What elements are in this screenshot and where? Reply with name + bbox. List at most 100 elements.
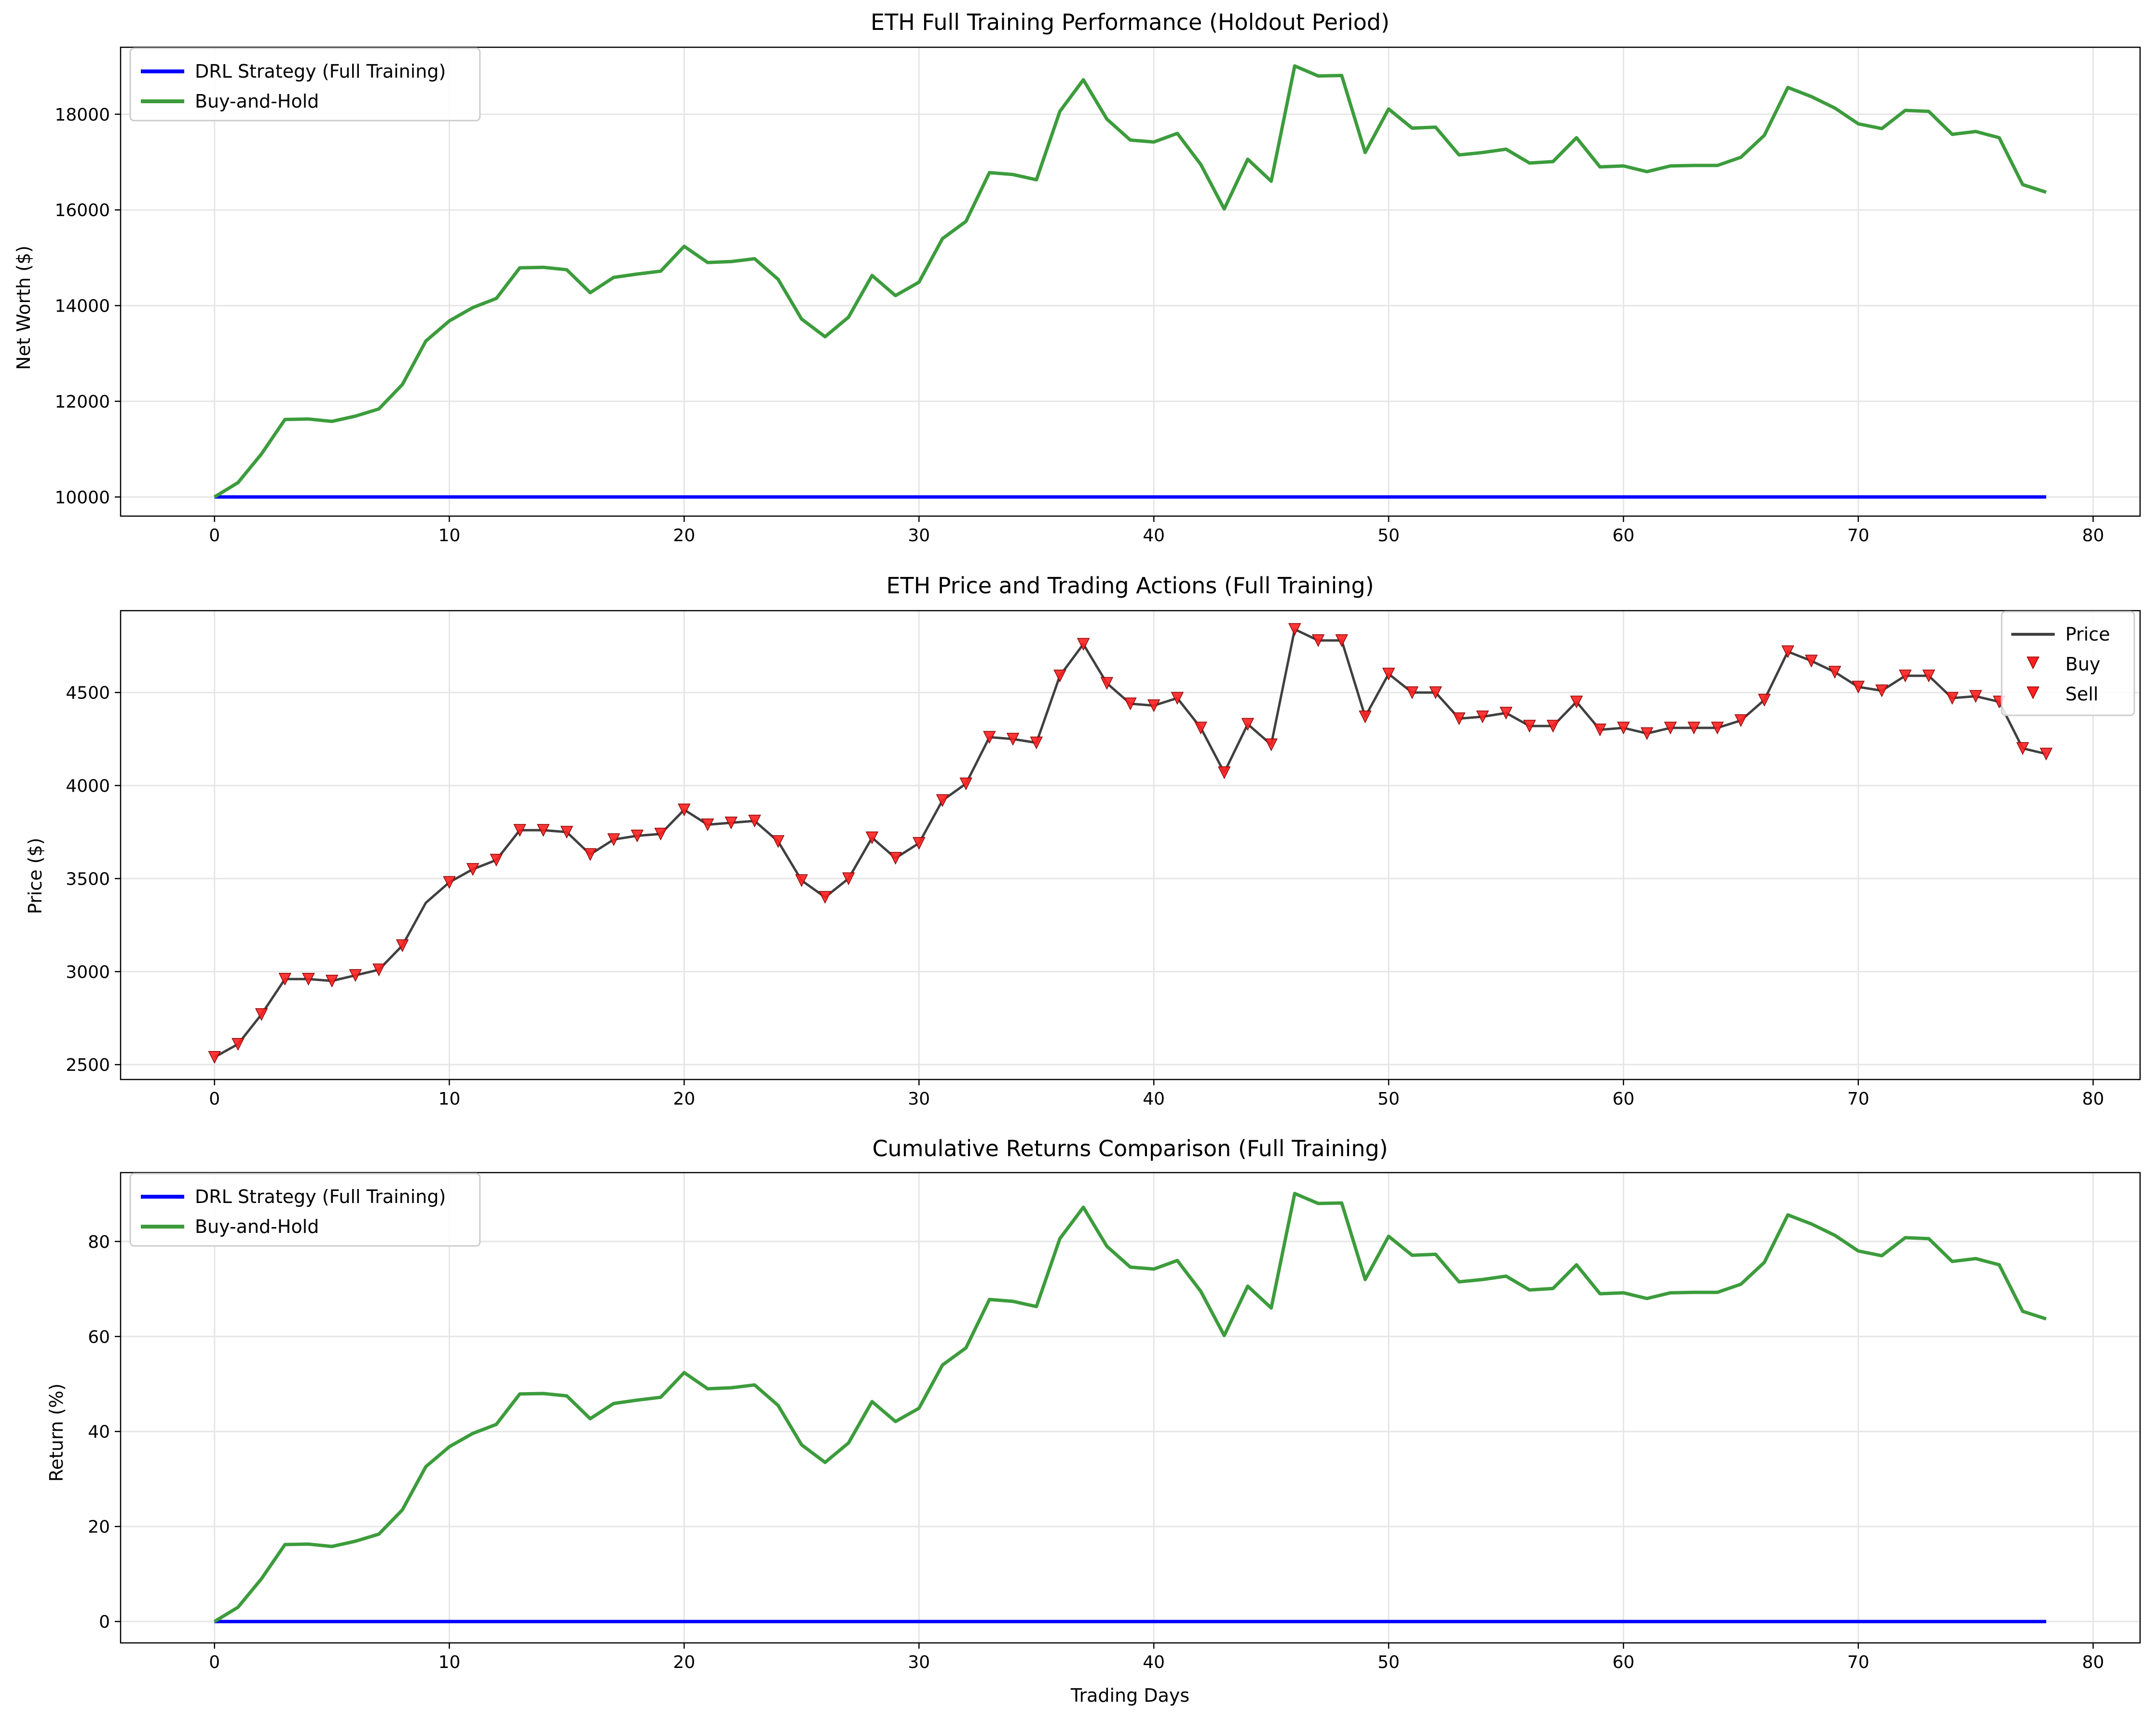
price-sell-marker-12	[490, 854, 503, 867]
price-sell-marker-32	[959, 777, 972, 791]
price-sell-marker-1	[232, 1038, 245, 1051]
returns-x-tick-label-20: 20	[673, 1653, 696, 1672]
price-legend-buy-label: Buy	[2065, 654, 2101, 675]
price-sell-marker-17	[607, 833, 620, 847]
price-sell-marker-28	[865, 831, 879, 845]
price-sell-marker-6	[349, 969, 362, 982]
price-sell-marker-27	[842, 872, 855, 886]
price-sell-marker-4	[302, 972, 315, 986]
price-sell-marker-5	[325, 974, 339, 988]
price-sell-marker-75	[1969, 690, 1982, 703]
net-worth-grid	[121, 47, 2140, 516]
price-x-tick-label-40: 40	[1143, 1089, 1165, 1109]
price-sell-marker-68	[1805, 655, 1818, 668]
price-sell-marker-53	[1452, 712, 1466, 725]
returns-y-tick-label-80: 80	[88, 1232, 110, 1252]
net-worth-axes-frame	[120, 46, 2141, 517]
price-legend-sell-marker	[2026, 686, 2040, 699]
price-y-tick-label-4000: 4000	[66, 777, 110, 796]
price-x-tick-label-30: 30	[908, 1089, 930, 1109]
net-worth-x-tick-label-60: 60	[1612, 526, 1635, 546]
net-worth-x-tick-label-10: 10	[438, 526, 461, 546]
price-sell-marker-57	[1546, 720, 1560, 733]
returns-x-tick-label-40: 40	[1143, 1653, 1165, 1672]
returns-axes-frame	[120, 1172, 2141, 1644]
price-sell-marker-70	[1852, 681, 1865, 694]
price-sell-marker-25	[795, 874, 808, 887]
price-y-tick-label-4500: 4500	[66, 683, 110, 703]
returns-panel: Cumulative Returns Comparison (Full Trai…	[46, 1135, 2141, 1706]
net-worth-x-tick-label-50: 50	[1378, 526, 1400, 546]
returns-axes: 0 10 20 30 40 50 60 70 80 0 20 40 60 80	[88, 1172, 2141, 1672]
price-sell-marker-39	[1124, 697, 1137, 711]
price-sell-marker-15	[560, 826, 573, 839]
returns-y-tick-label-60: 60	[88, 1327, 110, 1347]
net-worth-y-tick-label-18000: 18000	[55, 105, 110, 125]
returns-x-label: Trading Days	[1070, 1685, 1189, 1706]
net-worth-legend-drl-label: DRL Strategy (Full Training)	[195, 61, 446, 82]
price-sell-marker-26	[819, 891, 832, 904]
returns-y-label: Return (%)	[46, 1383, 67, 1482]
price-sell-marker-43	[1218, 766, 1231, 779]
price-x-tick-label-0: 0	[209, 1089, 220, 1109]
price-sell-marker-33	[983, 731, 996, 744]
price-sell-marker-45	[1265, 738, 1278, 752]
price-sell-marker-36	[1053, 670, 1066, 683]
net-worth-series-buyhold-line	[213, 64, 2047, 499]
price-x-tick-label-70: 70	[1847, 1089, 1869, 1109]
returns-y-tick-label-20: 20	[88, 1517, 110, 1537]
price-sell-marker-21	[701, 818, 714, 832]
returns-x-tick-label-30: 30	[908, 1653, 930, 1672]
price-sell-marker-63	[1687, 722, 1701, 735]
returns-legend: DRL Strategy (Full Training) Buy-and-Hol…	[129, 1173, 481, 1247]
net-worth-x-tick-label-40: 40	[1143, 526, 1165, 546]
price-sell-marker-22	[724, 816, 738, 830]
returns-y-tick-label-40: 40	[88, 1422, 110, 1442]
price-y-tick-label-3000: 3000	[66, 962, 110, 982]
net-worth-legend: DRL Strategy (Full Training) Buy-and-Hol…	[129, 47, 481, 122]
price-sell-marker-7	[372, 963, 385, 977]
price-sell-marker-44	[1241, 718, 1255, 731]
price-sell-marker-55	[1500, 707, 1513, 720]
price-sell-marker-13	[513, 824, 526, 837]
price-axes: 0 10 20 30 40 50 60 70 80 2500 3000 3500 4000 4500	[66, 610, 2141, 1109]
returns-plot-area	[213, 1191, 2047, 1624]
price-sell-marker-58	[1570, 696, 1583, 709]
net-worth-axes: 0 10 20 30 40 50 60 70 80 10000 12000 14000 16000 180…	[55, 46, 2141, 546]
price-sell-marker-19	[654, 828, 667, 841]
price-y-label: Price ($)	[25, 838, 46, 915]
returns-y-tick-label-0: 0	[99, 1613, 110, 1632]
returns-legend-drl-label: DRL Strategy (Full Training)	[195, 1186, 446, 1207]
price-legend-price-label: Price	[2065, 624, 2110, 645]
price-sell-marker-40	[1147, 699, 1160, 712]
price-sell-marker-50	[1382, 668, 1395, 681]
price-sell-marker-56	[1523, 720, 1536, 733]
price-x-tick-label-20: 20	[673, 1089, 696, 1109]
net-worth-x-tick-label-0: 0	[209, 526, 220, 546]
price-legend-buy-marker	[2026, 656, 2040, 670]
price-sell-marker-74	[1946, 692, 1959, 705]
price-sell-marker-16	[584, 848, 597, 861]
price-title: ETH Price and Trading Actions (Full Trai…	[886, 573, 1374, 599]
price-sell-marker-54	[1476, 711, 1489, 724]
price-sell-marker-34	[1006, 733, 1020, 746]
price-y-tick-label-3500: 3500	[66, 869, 110, 889]
price-sell-marker-60	[1617, 722, 1630, 735]
price-sell-marker-38	[1100, 677, 1114, 690]
returns-x-tick-label-70: 70	[1847, 1653, 1869, 1672]
price-sell-marker-77	[2016, 742, 2029, 755]
returns-x-tick-label-80: 80	[2082, 1653, 2104, 1672]
price-sell-marker-23	[748, 815, 761, 828]
net-worth-plot-area	[213, 64, 2047, 499]
net-worth-title: ETH Full Training Performance (Holdout P…	[871, 9, 1390, 35]
price-axes-frame	[120, 610, 2141, 1080]
price-sell-marker-10	[443, 876, 456, 889]
returns-x-tick-label-10: 10	[438, 1653, 461, 1672]
price-sell-marker-24	[771, 835, 785, 848]
price-panel: ETH Price and Trading Actions (Full Trai…	[25, 573, 2141, 1109]
net-worth-y-tick-label-16000: 16000	[55, 201, 110, 220]
price-sell-marker-37	[1077, 638, 1090, 651]
